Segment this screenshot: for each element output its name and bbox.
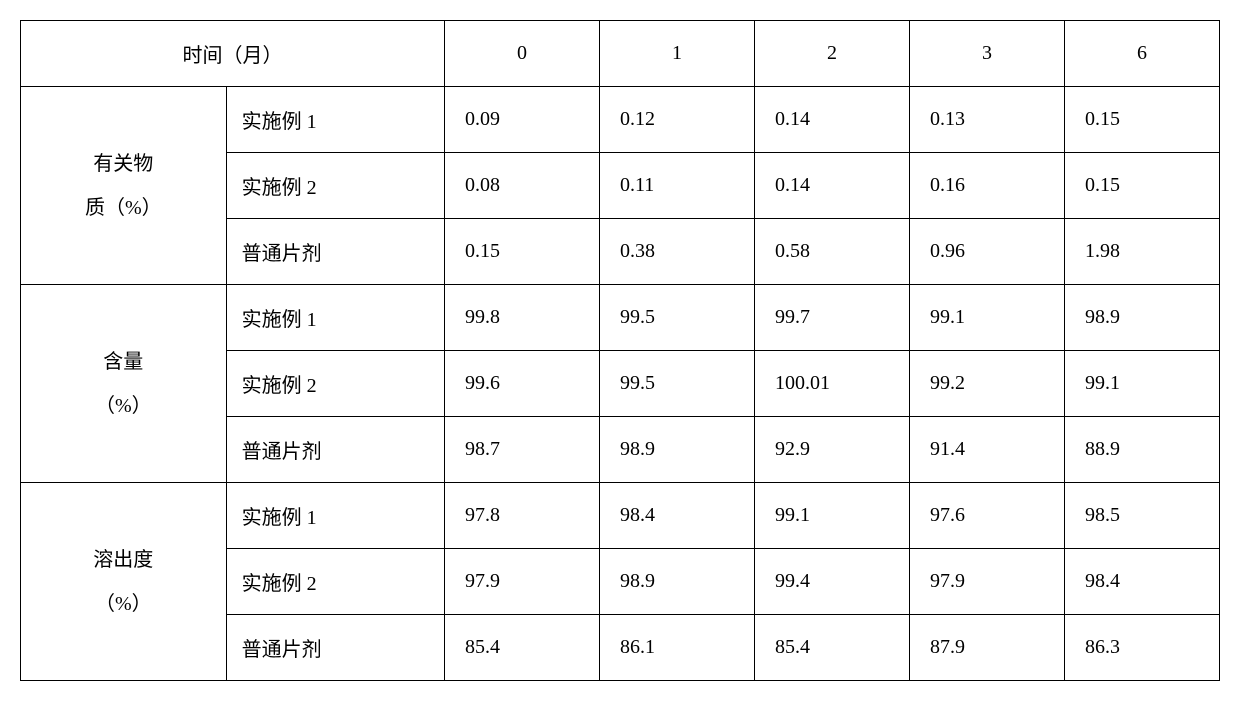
group-label-text: （%）	[95, 593, 152, 615]
table-header-row: 时间（月） 0 1 2 3 6	[21, 21, 1220, 87]
month-header-6: 6	[1065, 21, 1220, 87]
data-table: 时间（月） 0 1 2 3 6 有关物 质（%） 实施例 1 0.09 0.12…	[20, 20, 1220, 681]
cell-value: 99.1	[910, 285, 1065, 351]
row-label: 实施例 2	[226, 549, 444, 615]
cell-value: 98.9	[600, 549, 755, 615]
cell-value: 0.38	[600, 219, 755, 285]
cell-value: 91.4	[910, 417, 1065, 483]
cell-value: 97.9	[910, 549, 1065, 615]
cell-value: 99.1	[755, 483, 910, 549]
group-label-0: 有关物 质（%）	[21, 87, 227, 285]
month-header-2: 2	[755, 21, 910, 87]
cell-value: 86.3	[1065, 615, 1220, 681]
group-label-text: 溶出度	[93, 549, 153, 571]
month-header-1: 1	[600, 21, 755, 87]
group-label-text: 有关物	[93, 153, 153, 175]
month-header-3: 3	[910, 21, 1065, 87]
row-label: 实施例 1	[226, 483, 444, 549]
cell-value: 0.15	[1065, 87, 1220, 153]
cell-value: 98.4	[1065, 549, 1220, 615]
cell-value: 85.4	[445, 615, 600, 681]
cell-value: 0.58	[755, 219, 910, 285]
cell-value: 98.4	[600, 483, 755, 549]
row-label: 实施例 2	[226, 153, 444, 219]
month-header-0: 0	[445, 21, 600, 87]
group-label-text: 含量	[103, 351, 143, 373]
group-label-1: 含量 （%）	[21, 285, 227, 483]
cell-value: 87.9	[910, 615, 1065, 681]
cell-value: 99.6	[445, 351, 600, 417]
cell-value: 97.9	[445, 549, 600, 615]
cell-value: 0.16	[910, 153, 1065, 219]
row-label: 实施例 2	[226, 351, 444, 417]
cell-value: 99.1	[1065, 351, 1220, 417]
row-label: 普通片剂	[226, 417, 444, 483]
cell-value: 0.96	[910, 219, 1065, 285]
cell-value: 0.15	[1065, 153, 1220, 219]
cell-value: 0.13	[910, 87, 1065, 153]
cell-value: 99.2	[910, 351, 1065, 417]
cell-value: 98.7	[445, 417, 600, 483]
cell-value: 1.98	[1065, 219, 1220, 285]
cell-value: 85.4	[755, 615, 910, 681]
cell-value: 0.14	[755, 87, 910, 153]
cell-value: 98.9	[600, 417, 755, 483]
table-row: 有关物 质（%） 实施例 1 0.09 0.12 0.14 0.13 0.15	[21, 87, 1220, 153]
group-label-text: （%）	[95, 395, 152, 417]
table-row: 含量 （%） 实施例 1 99.8 99.5 99.7 99.1 98.9	[21, 285, 1220, 351]
cell-value: 0.15	[445, 219, 600, 285]
cell-value: 99.5	[600, 285, 755, 351]
cell-value: 0.09	[445, 87, 600, 153]
cell-value: 99.8	[445, 285, 600, 351]
cell-value: 86.1	[600, 615, 755, 681]
cell-value: 99.4	[755, 549, 910, 615]
data-table-container: 时间（月） 0 1 2 3 6 有关物 质（%） 实施例 1 0.09 0.12…	[20, 20, 1220, 681]
table-row: 溶出度 （%） 实施例 1 97.8 98.4 99.1 97.6 98.5	[21, 483, 1220, 549]
row-label: 普通片剂	[226, 615, 444, 681]
cell-value: 99.5	[600, 351, 755, 417]
cell-value: 88.9	[1065, 417, 1220, 483]
cell-value: 92.9	[755, 417, 910, 483]
time-header: 时间（月）	[21, 21, 445, 87]
cell-value: 97.6	[910, 483, 1065, 549]
row-label: 实施例 1	[226, 87, 444, 153]
cell-value: 100.01	[755, 351, 910, 417]
group-label-2: 溶出度 （%）	[21, 483, 227, 681]
cell-value: 0.12	[600, 87, 755, 153]
cell-value: 99.7	[755, 285, 910, 351]
row-label: 实施例 1	[226, 285, 444, 351]
group-label-text: 质（%）	[85, 197, 162, 219]
cell-value: 98.5	[1065, 483, 1220, 549]
cell-value: 0.08	[445, 153, 600, 219]
cell-value: 0.14	[755, 153, 910, 219]
cell-value: 98.9	[1065, 285, 1220, 351]
cell-value: 0.11	[600, 153, 755, 219]
row-label: 普通片剂	[226, 219, 444, 285]
table-body: 有关物 质（%） 实施例 1 0.09 0.12 0.14 0.13 0.15 …	[21, 87, 1220, 681]
cell-value: 97.8	[445, 483, 600, 549]
